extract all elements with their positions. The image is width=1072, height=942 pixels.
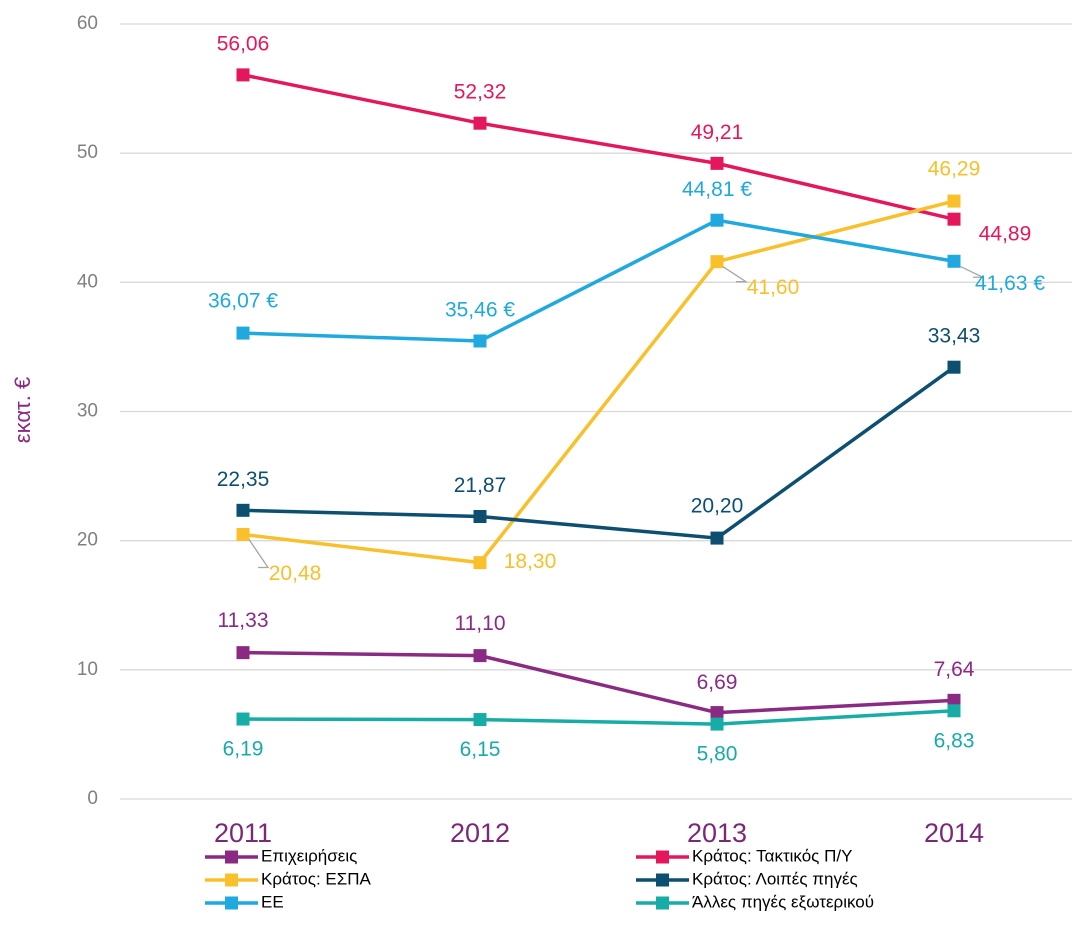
marker (947, 194, 961, 208)
marker (473, 556, 487, 570)
x-tick-label: 2011 (214, 818, 272, 848)
data-label: 11,10 (455, 612, 506, 635)
marker (236, 527, 250, 541)
series-line (242, 365, 956, 540)
y-tick-label: 50 (77, 142, 98, 163)
data-label: 33,43 (928, 325, 981, 348)
leader-line (722, 266, 749, 283)
data-label: 20,48 (269, 562, 322, 585)
leader-line (248, 539, 270, 569)
marker (236, 326, 250, 340)
marker (236, 503, 250, 517)
marker (947, 254, 961, 268)
data-label: 22,35 (217, 468, 270, 491)
legend-label: Άλλες πηγές εξωτερικού (692, 892, 874, 911)
y-tick-label: 20 (77, 530, 98, 551)
marker (236, 712, 250, 726)
marker (473, 510, 487, 524)
data-label: 6,83 (934, 729, 975, 752)
data-label: 44,89 (979, 223, 1032, 246)
marker (473, 649, 487, 663)
data-label: 21,87 (454, 474, 507, 497)
data-label: 52,32 (454, 81, 507, 104)
data-label: 56,06 (217, 32, 270, 55)
series-line (242, 199, 955, 565)
legend-marker (225, 896, 238, 910)
legend-marker (656, 896, 669, 910)
series-line (242, 218, 955, 343)
marker (710, 255, 724, 269)
data-label: 46,29 (928, 158, 981, 181)
x-tick-label: 2013 (687, 818, 747, 848)
data-label: 41,63 € (975, 272, 1045, 295)
data-label: 35,46 € (445, 299, 515, 322)
data-label: 7,64 (934, 658, 975, 681)
legend-label: Επιχειρήσεις (261, 846, 357, 865)
marker (947, 212, 961, 226)
y-tick-label: 60 (77, 13, 98, 34)
legend-label: Κράτος: Τακτικός Π/Υ (692, 846, 852, 865)
series-line (242, 709, 955, 726)
data-label: 6,15 (460, 738, 501, 761)
series-line (242, 650, 955, 715)
marker (947, 704, 961, 718)
y-tick-label: 10 (77, 659, 98, 680)
data-label: 44,81 € (682, 178, 752, 201)
marker (473, 713, 487, 727)
data-label: 20,20 (691, 495, 744, 518)
series-line (242, 73, 955, 221)
data-label: 6,69 (697, 671, 738, 694)
marker (710, 156, 724, 170)
y-tick-label: 40 (77, 271, 98, 292)
legend-label: ΕΕ (261, 892, 284, 911)
legend-marker (656, 873, 669, 887)
data-label: 18,30 (504, 550, 557, 573)
data-label: 49,21 (691, 121, 744, 144)
marker (473, 116, 487, 130)
legend-marker (225, 873, 238, 887)
legend-label: Κράτος: ΕΣΠΑ (261, 869, 372, 888)
legend-marker (225, 850, 238, 864)
x-tick-label: 2012 (450, 818, 510, 848)
legend-label: Κράτος: Λοιπές πηγές (692, 869, 858, 888)
leader-line (959, 265, 984, 278)
data-label: 5,80 (697, 743, 738, 766)
y-tick-label: 30 (77, 401, 98, 422)
y-axis-label: εκατ. € (10, 377, 35, 443)
data-label: 11,33 (218, 609, 269, 632)
marker (710, 531, 724, 545)
data-label: 36,07 € (208, 290, 278, 313)
marker (710, 706, 724, 720)
marker (236, 68, 250, 82)
marker (947, 693, 961, 707)
data-label: 6,19 (223, 738, 264, 761)
marker (947, 360, 961, 374)
marker (473, 334, 487, 348)
marker (236, 646, 250, 660)
legend-marker (656, 850, 669, 864)
data-label: 41,60 (747, 276, 800, 299)
y-tick-label: 0 (87, 788, 98, 809)
marker (710, 213, 724, 227)
x-tick-label: 2014 (924, 818, 984, 848)
marker (710, 717, 724, 731)
